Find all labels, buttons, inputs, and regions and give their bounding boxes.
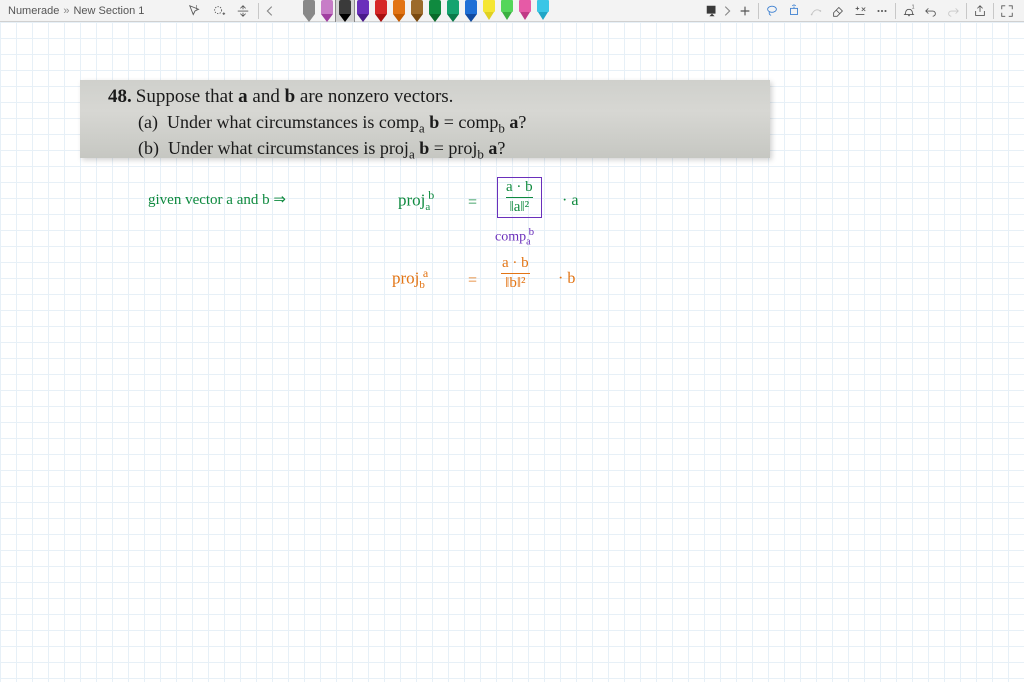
hand-eq2: = — [468, 272, 477, 290]
pen-3[interactable] — [354, 0, 372, 22]
toolbar-separator — [966, 3, 967, 19]
add-page-icon[interactable] — [734, 1, 756, 21]
breadcrumb-section[interactable]: New Section 1 — [73, 5, 144, 17]
pen-8[interactable] — [444, 0, 462, 22]
pen-7[interactable] — [426, 0, 444, 22]
breadcrumb[interactable]: Numerade » New Section 1 — [0, 5, 144, 17]
right-toolbar: 1 — [704, 1, 1024, 21]
fullscreen-icon[interactable] — [996, 1, 1018, 21]
insert-space-icon[interactable] — [232, 1, 254, 21]
hand-dot-b: · b — [558, 270, 575, 288]
hand-dot-a: · a — [562, 192, 578, 210]
hand-frac2: a · b ‖b‖² — [498, 256, 533, 291]
pen-6[interactable] — [408, 0, 426, 22]
toolbar-separator — [758, 3, 759, 19]
svg-text:1: 1 — [912, 4, 915, 10]
lasso-add-icon[interactable] — [208, 1, 230, 21]
problem-snippet: 48. Suppose that a and b are nonzero vec… — [80, 80, 770, 158]
hand-frac1-box: a · b ‖a‖² — [497, 177, 542, 218]
undo-icon[interactable] — [920, 1, 942, 21]
pen-13[interactable] — [534, 0, 552, 22]
math-icon[interactable] — [849, 1, 871, 21]
problem-stem: Suppose that a and b are nonzero vectors… — [136, 86, 454, 107]
hand-comp: compab — [495, 226, 534, 247]
hand-eq1: = — [468, 194, 477, 212]
breadcrumb-root[interactable]: Numerade — [8, 5, 59, 17]
bell-icon[interactable]: 1 — [898, 1, 920, 21]
hand-proj-ba: projba — [392, 266, 428, 291]
pen-11[interactable] — [498, 0, 516, 22]
more-icon[interactable] — [871, 1, 893, 21]
pen-dropdown-icon[interactable] — [704, 1, 720, 21]
canvas[interactable]: 48. Suppose that a and b are nonzero vec… — [0, 22, 1024, 682]
pen-9[interactable] — [462, 0, 480, 22]
toolbar-separator — [895, 3, 896, 19]
marquee-select-icon[interactable]: I — [184, 1, 206, 21]
redo-icon[interactable] — [942, 1, 964, 21]
eraser-icon[interactable] — [827, 1, 849, 21]
hand-proj-ab: projab — [398, 188, 434, 213]
pen-1[interactable] — [318, 0, 336, 22]
toolbar-separator — [993, 3, 994, 19]
pen-5[interactable] — [390, 0, 408, 22]
chevron-right-icon[interactable] — [720, 1, 734, 21]
lasso-icon[interactable] — [761, 1, 783, 21]
toolbar-separator — [258, 3, 259, 19]
toolbar: Numerade » New Section 1 I — [0, 0, 1024, 22]
pen-0[interactable] — [300, 0, 318, 22]
breadcrumb-sep: » — [63, 5, 69, 17]
pen-4[interactable] — [372, 0, 390, 22]
pen-10[interactable] — [480, 0, 498, 22]
problem-number: 48. — [108, 86, 132, 107]
share-icon[interactable] — [969, 1, 991, 21]
problem-part-a: (a) Under what circumstances is compa b … — [138, 110, 754, 137]
pen-12[interactable] — [516, 0, 534, 22]
pen-tray — [300, 0, 552, 22]
ink-to-shape-icon[interactable] — [805, 1, 827, 21]
hand-given: given vector a and b ⇒ — [148, 190, 286, 209]
problem-part-b: (b) Under what circumstances is proja b … — [138, 136, 754, 163]
object-rotate-icon[interactable] — [783, 1, 805, 21]
chevron-left-icon[interactable] — [263, 1, 277, 21]
pen-2[interactable] — [336, 0, 354, 22]
svg-text:I: I — [196, 4, 198, 11]
